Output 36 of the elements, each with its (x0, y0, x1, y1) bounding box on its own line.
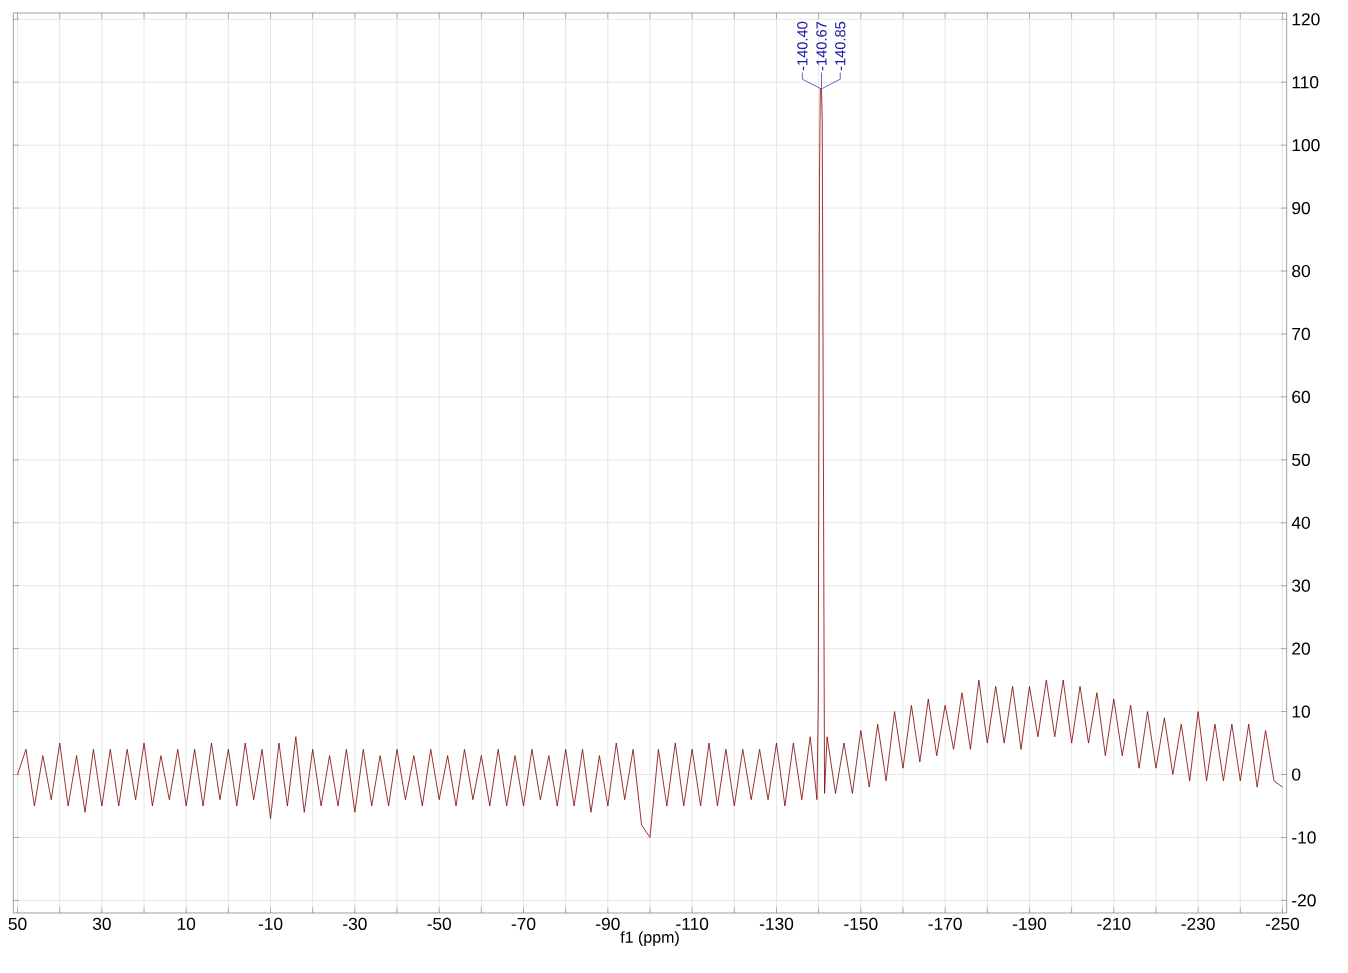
x-tick-label: 50 (8, 917, 27, 930)
y-tick-label: 30 (1292, 579, 1310, 592)
line-series (17, 88, 1283, 838)
x-tick-label: -230 (1181, 917, 1215, 930)
y-tick-label: 20 (1292, 642, 1310, 655)
x-tick-label: -130 (759, 917, 794, 930)
x-tick-label: -210 (1097, 917, 1131, 930)
y-tick-label: 100 (1292, 139, 1320, 152)
x-tick-label: -90 (596, 917, 620, 930)
y-tick-label: 80 (1292, 264, 1310, 278)
annotation: -140.40 (797, 21, 808, 71)
y-tick-label: 50 (1292, 453, 1310, 466)
annotation: -140.67 (816, 21, 827, 71)
y-tick-label: 10 (1292, 705, 1310, 718)
x-tick-label: -70 (511, 917, 536, 930)
x-axis-title: f1 (ppm) (620, 931, 679, 947)
x-tick-label: -170 (928, 917, 962, 930)
x-tick-label: 30 (92, 917, 111, 930)
x-tick-label: -150 (844, 917, 878, 930)
y-tick-label: 60 (1292, 390, 1310, 404)
x-tick-label: 10 (177, 917, 196, 930)
x-tick-label: -50 (427, 917, 452, 930)
x-tick-label: -30 (343, 917, 367, 930)
y-tick-label: -20 (1292, 894, 1316, 907)
x-tick-label: -110 (676, 917, 709, 930)
y-tick-label: 70 (1292, 327, 1310, 341)
x-tick-label: -250 (1265, 917, 1300, 930)
x-tick-label: -190 (1012, 917, 1047, 930)
y-tick-label: -10 (1292, 831, 1316, 844)
y-tick-label: 40 (1291, 516, 1310, 529)
y-tick-label: 120 (1292, 13, 1320, 26)
y-tick-label: 110 (1292, 76, 1319, 89)
x-tick-label: -10 (258, 917, 283, 930)
y-tick-label: 0 (1292, 768, 1301, 781)
annotation: -140.85 (835, 21, 846, 71)
y-tick-label: 90 (1292, 201, 1310, 215)
